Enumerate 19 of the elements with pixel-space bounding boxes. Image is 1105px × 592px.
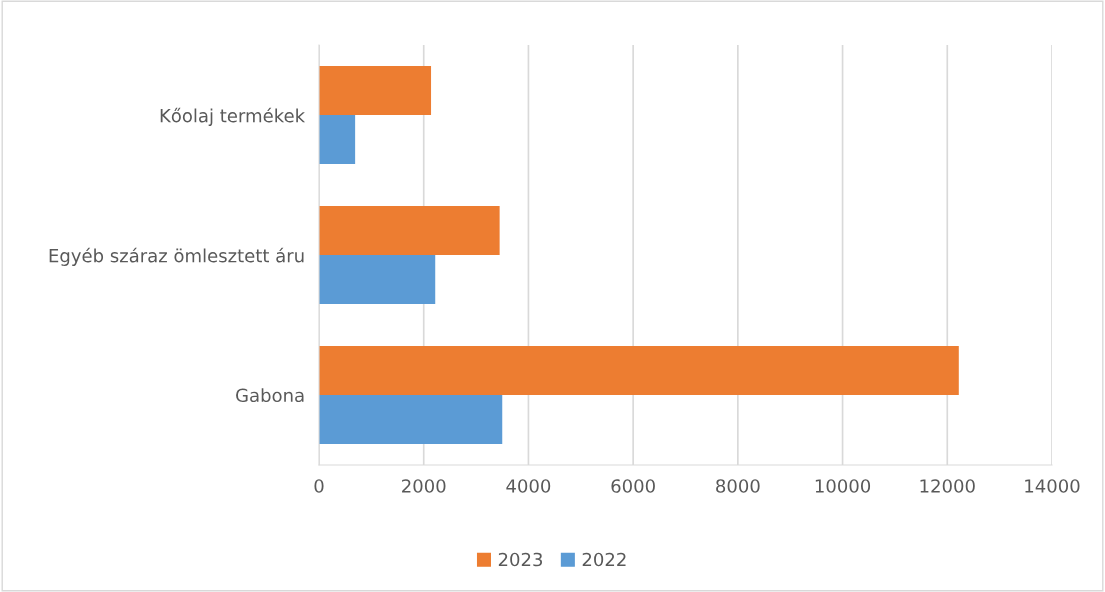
y-tick-label: Kőolaj termékek [160,107,306,126]
bar [319,66,432,115]
x-tick-label: 2000 [402,479,446,493]
bar [319,255,436,304]
bar [319,395,503,444]
legend-label: 2023 [498,552,543,567]
x-tick-label: 0 [314,479,324,493]
x-tick-label: 8000 [716,479,760,493]
x-tick-label: 12000 [920,479,975,493]
legend-label: 2022 [582,552,626,567]
y-tick-label: Egyéb száraz ömlesztett áru [49,247,304,266]
x-tick-label: 4000 [506,479,551,493]
bar [319,346,959,395]
x-tick-label: 6000 [611,479,655,493]
bar [319,206,500,255]
x-tick-label: 14000 [1025,479,1080,493]
y-tick-label: Gabona [236,388,304,403]
x-tick-label: 10000 [815,479,871,493]
bar [319,115,356,164]
